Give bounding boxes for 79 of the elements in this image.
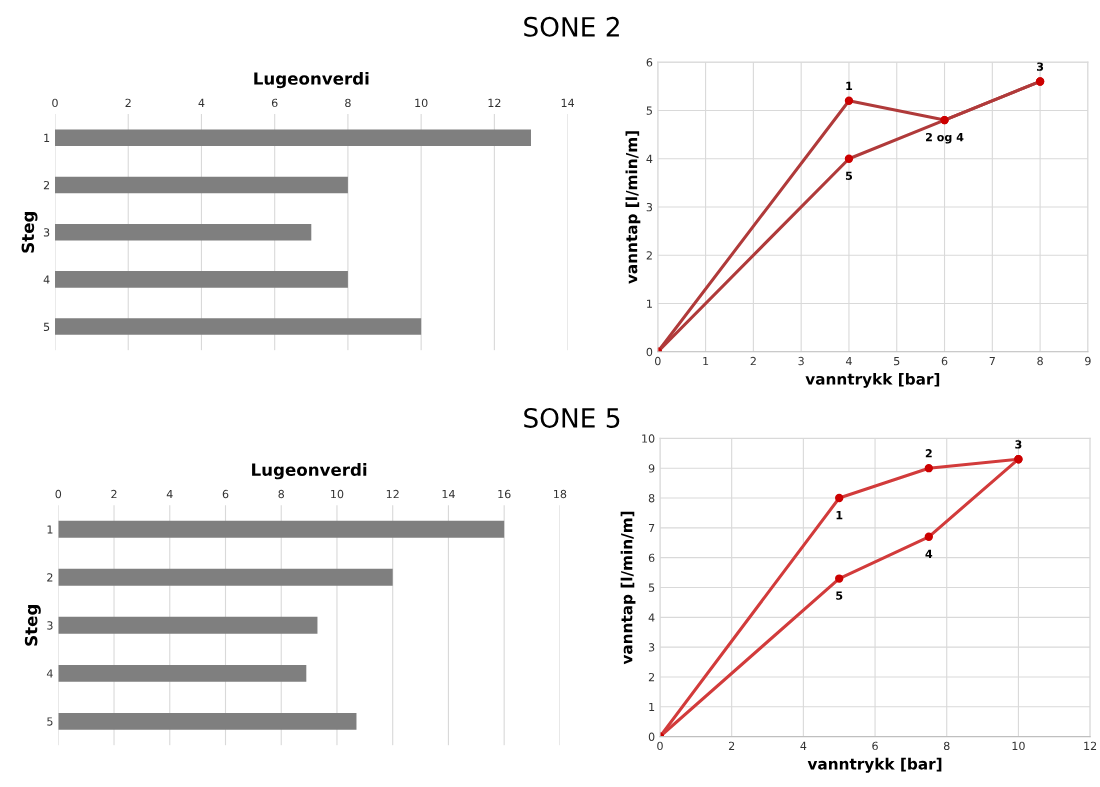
y-tick-label: 6 bbox=[648, 553, 655, 563]
y-tick-label: 3 bbox=[43, 228, 50, 237]
y-tick-label: 3 bbox=[646, 202, 653, 212]
x-tick-label: 2 bbox=[111, 489, 117, 499]
x-tick-label: 1 bbox=[703, 356, 709, 366]
y-tick-label: 1 bbox=[47, 525, 53, 534]
x-tick-label: 12 bbox=[1084, 741, 1097, 750]
x-tick-label: 4 bbox=[845, 356, 852, 366]
x-tick-label: 14 bbox=[561, 98, 575, 107]
y-tick-label: 9 bbox=[648, 464, 655, 473]
annotation: 1 bbox=[836, 511, 843, 520]
y-tick-label: 5 bbox=[47, 717, 53, 726]
x-axis-title: vanntrykk [bar] bbox=[805, 372, 940, 388]
x-tick-label: 8 bbox=[1037, 356, 1043, 366]
y-tick-label: 0 bbox=[646, 347, 653, 357]
y-tick-label: 6 bbox=[646, 58, 653, 67]
y-tick-label: 4 bbox=[46, 669, 53, 678]
annotation: 1 bbox=[846, 81, 853, 90]
y-tick-label: 3 bbox=[47, 621, 53, 630]
x-tick-label: 6 bbox=[941, 356, 948, 366]
x-tick-label: 8 bbox=[345, 98, 351, 108]
x-tick-label: 5 bbox=[894, 356, 900, 366]
chart-title: SONE 5 bbox=[524, 407, 620, 428]
x-tick-label: 4 bbox=[800, 741, 807, 750]
x-tick-label: 7 bbox=[989, 356, 995, 366]
x-tick-label: 12 bbox=[488, 98, 501, 107]
x-tick-label: 18 bbox=[554, 489, 567, 499]
annotation: 2 bbox=[925, 449, 932, 458]
y-tick-label: 5 bbox=[43, 322, 50, 331]
y-axis-title: Steg bbox=[24, 605, 41, 646]
x-tick-label: 4 bbox=[166, 489, 173, 499]
y-tick-label: 0 bbox=[648, 732, 655, 742]
y-axis-title: Steg bbox=[21, 211, 38, 253]
y-tick-label: 5 bbox=[646, 106, 652, 115]
x-tick-label: 2 bbox=[125, 98, 131, 107]
x-tick-label: 12 bbox=[386, 489, 399, 499]
x-tick-label: 3 bbox=[798, 356, 804, 366]
y-axis-title: vanntap [l/min/m] bbox=[620, 511, 636, 665]
y-tick-label: 2 bbox=[646, 251, 652, 260]
annotation: 2 og 4 bbox=[926, 132, 964, 144]
y-tick-label: 7 bbox=[648, 523, 655, 533]
y-tick-label: 1 bbox=[44, 133, 50, 142]
y-tick-label: 3 bbox=[648, 643, 655, 652]
x-tick-label: 4 bbox=[198, 98, 205, 107]
x-tick-label: 6 bbox=[872, 741, 878, 751]
y-tick-label: 2 bbox=[648, 672, 655, 682]
annotation: 5 bbox=[845, 171, 853, 180]
y-tick-label: 4 bbox=[43, 275, 50, 284]
annotation: 3 bbox=[1015, 440, 1022, 449]
x-tick-label: 9 bbox=[1085, 356, 1091, 366]
y-tick-label: 4 bbox=[646, 154, 653, 163]
y-tick-label: 10 bbox=[642, 434, 655, 443]
x-tick-label: 10 bbox=[331, 489, 344, 499]
annotation: 5 bbox=[836, 591, 843, 600]
x-tick-label: 6 bbox=[222, 489, 229, 499]
annotation: 3 bbox=[1036, 62, 1044, 71]
x-tick-label: 2 bbox=[728, 741, 735, 750]
chart-title: SONE 2 bbox=[524, 16, 619, 37]
x-tick-label: 0 bbox=[657, 741, 663, 751]
x-tick-label: 16 bbox=[498, 489, 511, 499]
x-axis-title: vanntrykk [bar] bbox=[807, 757, 942, 773]
x-tick-label: 8 bbox=[278, 489, 285, 499]
annotation: 4 bbox=[925, 549, 933, 558]
x-tick-label: 2 bbox=[750, 356, 756, 366]
y-tick-label: 2 bbox=[47, 573, 53, 582]
x-axis-title: Lugeonverdi bbox=[254, 71, 369, 89]
x-tick-label: 6 bbox=[271, 98, 278, 108]
y-tick-label: 4 bbox=[648, 613, 655, 622]
y-axis-title: vanntap [l/min/m] bbox=[625, 131, 641, 284]
y-tick-label: 1 bbox=[647, 299, 652, 308]
y-tick-label: 2 bbox=[43, 180, 50, 190]
x-tick-label: 10 bbox=[1012, 741, 1025, 751]
y-tick-label: 1 bbox=[649, 702, 655, 712]
x-tick-label: 8 bbox=[943, 741, 950, 751]
x-axis-title: Lugeonverdi bbox=[252, 463, 367, 480]
y-tick-label: 5 bbox=[648, 583, 655, 592]
x-tick-label: 0 bbox=[55, 489, 62, 499]
x-tick-label: 10 bbox=[415, 98, 428, 108]
x-tick-label: 14 bbox=[442, 489, 455, 499]
